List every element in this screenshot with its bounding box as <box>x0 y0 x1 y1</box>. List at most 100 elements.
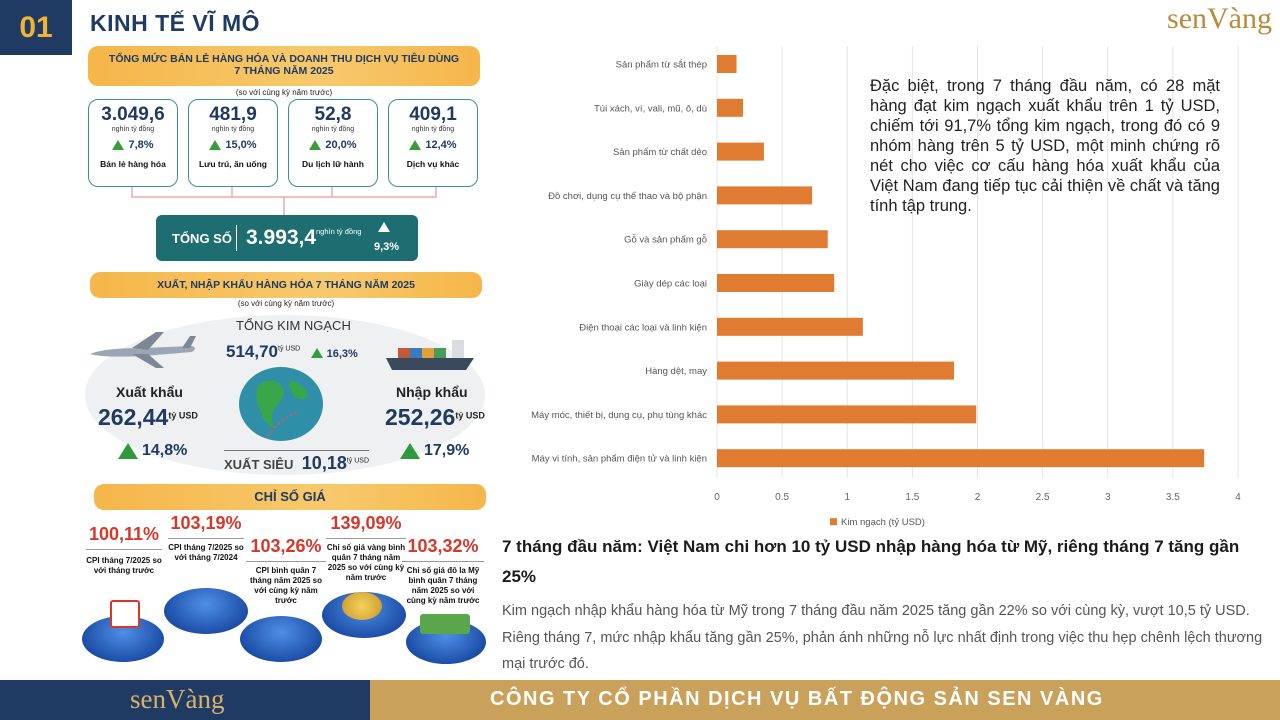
airplane-icon <box>90 332 196 368</box>
footer-logo: senVàng <box>130 684 225 714</box>
category-label: Đồ chơi, dụng cụ thể thao và bộ phận <box>548 191 707 202</box>
export-unit: tỷ USD <box>168 410 198 421</box>
trade-total-pct: 16,3% <box>326 348 358 360</box>
x-tick-label: 1.5 <box>905 492 919 503</box>
export-bar-chart: 0 0.5 1 1.5 2 2.5 3 3.5 4 Sản phẩm từ sắt thép Túi… <box>531 46 1241 528</box>
trade-title-banner: XUẤT, NHẬP KHẨU HÀNG HÓA 7 THÁNG NĂM 202… <box>90 272 482 298</box>
x-tick-label: 3.5 <box>1166 492 1180 503</box>
retail-total-value: 3.993,4 <box>246 226 317 249</box>
export-label: Xuất khẩu <box>116 384 183 400</box>
surplus-row: XUẤT SIÊU 10,18tỷ USD <box>224 450 370 474</box>
prices-title-banner: CHỈ SỐ GIÁ <box>94 484 486 510</box>
retail-card-unit: nghìn tỷ đồng <box>111 126 155 133</box>
trade-note: (so với cùng kỳ năm trước) <box>237 299 335 308</box>
category-label: Túi xách, ví, vali, mũ, ô, dù <box>594 103 707 114</box>
retail-total-pct: 9,3% <box>374 241 400 253</box>
trade-total-value-row: 514,70tỷ USD 16,3% <box>226 342 358 362</box>
article-headline: 7 tháng đầu năm: Việt Nam chi hơn 10 tỷ … <box>502 537 1240 586</box>
retail-title-line2: 7 THÁNG NĂM 2025 <box>234 65 334 77</box>
retail-card-unit: nghìn tỷ đồng <box>411 126 455 133</box>
bar <box>717 142 764 161</box>
price-item-5: 103,32% Chỉ số giá đô la Mỹ bình quân 7 … <box>402 536 484 606</box>
retail-total-unit: nghìn tỷ đồng <box>316 227 362 236</box>
price-label: CPI bình quân 7 tháng năm 2025 so với cù… <box>249 566 323 605</box>
x-tick-label: 0.5 <box>775 492 789 503</box>
price-value: 139,09% <box>330 513 402 533</box>
price-item-4: 139,09% Chỉ số giá vàng bình quân 7 thán… <box>326 513 406 583</box>
retail-card-3: 52,8 nghìn tỷ đồng 20,0% Du lịch lữ hành <box>288 99 378 187</box>
up-arrow-icon <box>409 140 422 151</box>
category-label: Sản phẩm từ chất dẻo <box>613 147 707 158</box>
calendar-icon <box>110 600 140 628</box>
retail-card-1: 3.049,6 nghìn tỷ đồng 7,8% Bán lẻ hàng h… <box>88 99 178 187</box>
chart-disk-icon <box>164 588 248 634</box>
retail-card-unit: nghìn tỷ đồng <box>211 126 255 133</box>
bar <box>717 98 744 117</box>
ship-icon <box>386 340 474 370</box>
category-label: Sản phẩm từ sắt thép <box>616 60 707 71</box>
globe-icon <box>239 367 323 441</box>
price-value: 103,19% <box>170 513 242 533</box>
retail-card-pct: 15,0% <box>189 139 277 151</box>
article-body: Kim ngạch nhập khẩu hàng hóa từ Mỹ trong… <box>502 603 1263 672</box>
bar <box>717 274 835 292</box>
legend-swatch <box>830 518 837 526</box>
retail-card-value: 3.049,6 <box>101 104 165 125</box>
price-item-1: 100,11% CPI tháng 7/2025 so với tháng tr… <box>86 524 162 576</box>
x-tick-label: 0 <box>714 492 720 503</box>
retail-card-value: 52,8 <box>314 104 352 125</box>
bar <box>717 317 863 336</box>
up-arrow-icon <box>112 140 125 151</box>
up-arrow-icon <box>400 442 420 459</box>
retail-card-label: Dịch vụ khác <box>406 159 460 169</box>
section-number: 01 <box>0 0 72 55</box>
price-item-2: 103,19% CPI tháng 7/2025 so với tháng 7/… <box>168 513 244 563</box>
retail-card-unit: nghìn tỷ đồng <box>311 126 355 133</box>
retail-card-pct: 7,8% <box>89 139 177 151</box>
category-label: Gỗ và sản phẩm gỗ <box>624 235 707 246</box>
import-value-row: 252,26tỷ USD <box>385 404 485 431</box>
legend-label: Kim ngạch (tỷ USD) <box>841 517 925 528</box>
x-tick-label: 1 <box>844 492 850 503</box>
bar <box>717 186 813 205</box>
x-tick-label: 2 <box>975 492 981 503</box>
retail-note: (so với cùng kỳ năm trước) <box>235 88 333 97</box>
dollar-bills-icon <box>420 614 470 634</box>
price-label: CPI tháng 7/2025 so với tháng 7/2024 <box>168 543 244 562</box>
gold-coin-icon <box>342 592 382 620</box>
retail-total-box: TỔNG SỐ 3.993,4 nghìn tỷ đồng 9,3% <box>156 215 418 261</box>
retail-title-line1: TỔNG MỨC BÁN LẺ HÀNG HÓA VÀ DOANH THU DỊ… <box>108 53 460 65</box>
retail-card-label: Lưu trú, ăn uống <box>198 159 267 169</box>
trade-total-unit: tỷ USD <box>278 345 301 353</box>
price-value: 103,26% <box>250 536 322 556</box>
export-value-row: 262,44tỷ USD <box>98 404 198 431</box>
export-pct-row: 14,8% <box>118 442 187 460</box>
brand-logo: senVàng <box>1167 2 1272 35</box>
up-arrow-icon <box>378 222 390 232</box>
price-label: CPI tháng 7/2025 so với tháng trước <box>86 556 162 575</box>
x-tick-label: 3 <box>1105 492 1111 503</box>
import-label: Nhập khẩu <box>396 384 468 400</box>
divider <box>236 225 237 251</box>
surplus-label: XUẤT SIÊU <box>224 457 294 472</box>
up-arrow-icon <box>209 140 222 151</box>
up-arrow-icon <box>118 442 138 459</box>
trade-total-label: TỔNG KIM NGẠCH <box>236 318 351 333</box>
retail-card-value: 409,1 <box>409 104 457 125</box>
price-value: 103,32% <box>407 536 479 556</box>
surplus-value: 10,18 <box>301 453 347 473</box>
bar <box>717 55 737 73</box>
price-value: 100,11% <box>88 524 160 544</box>
retail-title-banner: TỔNG MỨC BÁN LẺ HÀNG HÓA VÀ DOANH THU DỊ… <box>88 46 480 86</box>
price-label: Chỉ số giá đô la Mỹ bình quân 7 tháng nă… <box>406 566 480 605</box>
import-unit: tỷ USD <box>455 410 485 421</box>
footer-company-name: CÔNG TY CỔ PHẦN DỊCH VỤ BẤT ĐỘNG SẢN SEN… <box>490 688 1104 710</box>
retail-card-pct: 20,0% <box>289 139 377 151</box>
price-item-3: 103,26% CPI bình quân 7 tháng năm 2025 s… <box>246 536 326 606</box>
bar <box>717 449 1205 468</box>
retail-card-4: 409,1 nghìn tỷ đồng 12,4% Dịch vụ khác <box>388 99 478 187</box>
retail-total-label: TỔNG SỐ <box>172 231 232 246</box>
export-value: 262,44 <box>98 404 169 430</box>
trade-total-value: 514,70 <box>226 342 278 361</box>
import-value: 252,26 <box>385 404 456 430</box>
